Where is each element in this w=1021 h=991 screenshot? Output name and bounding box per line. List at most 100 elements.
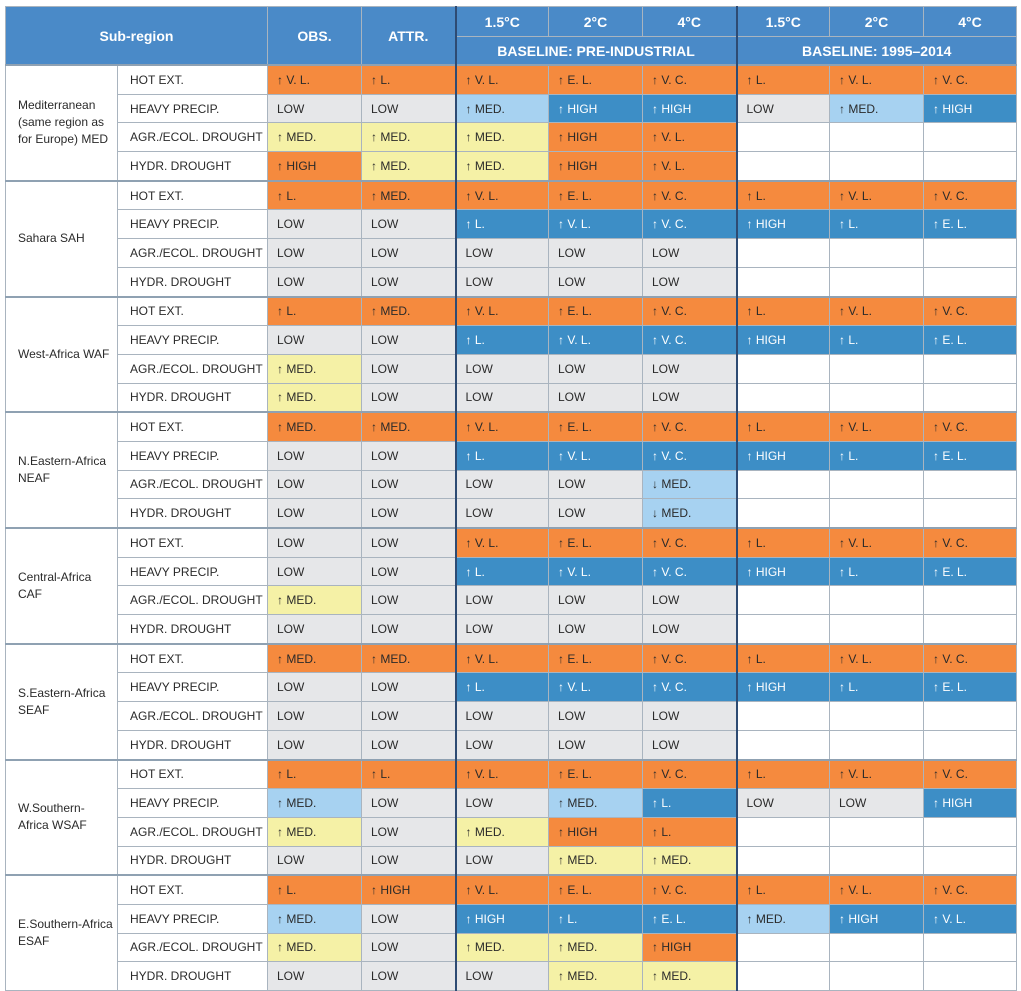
assessment-cell: LOW — [454, 238, 549, 268]
table-row: HEAVY PRECIP. LOW LOW ↑ L. ↑ V. L. ↑ V. C. ↑ H… — [6, 209, 1017, 240]
assessment-cell: LOW — [267, 266, 362, 298]
assessment-cell: ↑ MED. — [361, 295, 456, 327]
assessment-cell: ↑ V. L. — [548, 325, 643, 355]
assessment-cell: ↑ MED. — [267, 788, 362, 818]
assessment-cell: LOW — [454, 845, 549, 876]
assessment-cell — [829, 932, 924, 963]
extreme-type: HEAVY PRECIP. — [117, 672, 268, 703]
assessment-cell: ↑ V. L. — [829, 179, 924, 211]
assessment-cell — [829, 382, 924, 413]
assessment-cell: ↑ V. C. — [642, 874, 737, 905]
assessment-cell: LOW — [267, 526, 362, 558]
assessment-cell: ↑ MED. — [735, 903, 830, 934]
assessment-cell: LOW — [361, 440, 456, 471]
assessment-cell: ↑ HIGH — [361, 874, 456, 905]
table-row: HYDR. DROUGHT LOW LOW LOW ↑ MED. ↑ MED. — [6, 845, 1017, 876]
assessment-cell: ↑ MED. — [361, 179, 456, 211]
assessment-cell: LOW — [454, 353, 549, 384]
assessment-cell: ↑ E. L. — [548, 411, 643, 442]
assessment-cell: ↑ E. L. — [548, 63, 643, 95]
table-row: HYDR. DROUGHT LOW LOW LOW ↑ MED. ↑ MED. — [6, 961, 1017, 991]
assessment-cell — [829, 151, 924, 182]
assessment-cell: ↑ MED. — [454, 122, 549, 153]
table-row: HEAVY PRECIP. LOW LOW ↑ L. ↑ V. L. ↑ V. C. ↑ H… — [6, 325, 1017, 355]
assessment-cell: LOW — [267, 701, 362, 731]
assessment-cell: ↑ HIGH — [454, 903, 549, 934]
assessment-cell: ↑ HIGH — [267, 151, 362, 182]
assessment-cell: LOW — [267, 93, 362, 124]
assessment-cell: ↑ L. — [735, 295, 830, 327]
assessment-cell: ↑ L. — [829, 440, 924, 471]
extreme-type: HOT EXT. — [117, 642, 268, 674]
table-row: HYDR. DROUGHT LOW LOW LOW LOW LOW — [6, 614, 1017, 645]
assessment-cell: ↑ L. — [361, 758, 456, 790]
assessment-cell: ↑ L. — [735, 526, 830, 558]
assessment-cell — [923, 585, 1017, 616]
assessment-cell: ↑ HIGH — [548, 816, 643, 847]
assessment-cell: ↑ L. — [454, 325, 549, 355]
obs-header: OBS. — [267, 6, 362, 66]
assessment-cell: ↑ V. L. — [454, 63, 549, 95]
assessment-cell: ↑ L. — [454, 672, 549, 703]
assessment-cell — [923, 151, 1017, 182]
table-row: HEAVY PRECIP. LOW LOW ↑ L. ↑ V. L. ↑ V. C. ↑ H… — [6, 440, 1017, 471]
assessment-cell: LOW — [548, 498, 643, 529]
assessment-cell: ↑ HIGH — [642, 93, 737, 124]
assessment-cell: ↓ MED. — [642, 498, 737, 529]
assessment-cell: ↑ MED. — [548, 961, 643, 991]
assessment-cell: ↑ MED. — [267, 932, 362, 963]
assessment-cell: ↑ E. L. — [548, 295, 643, 327]
table-row: HEAVY PRECIP. LOW LOW ↑ MED. ↑ HIGH ↑ HIGH LOW… — [6, 93, 1017, 124]
assessment-cell: LOW — [361, 932, 456, 963]
assessment-cell: ↑ V. C. — [642, 758, 737, 790]
extreme-type: HOT EXT. — [117, 295, 268, 327]
assessment-cell: LOW — [642, 614, 737, 645]
assessment-cell: LOW — [454, 585, 549, 616]
assessment-cell: ↑ L. — [735, 411, 830, 442]
extreme-type: AGR./ECOL. DROUGHT — [117, 816, 268, 847]
assessment-cell: LOW — [361, 585, 456, 616]
assessment-cell: ↑ MED. — [267, 353, 362, 384]
table-row: S.Eastern-Africa SEAF HOT EXT. ↑ MED. ↑ MED… — [5, 642, 1017, 760]
assessment-cell — [829, 729, 924, 761]
table-row: HYDR. DROUGHT ↑ MED. LOW LOW LOW LOW — [6, 382, 1017, 413]
extreme-type: HEAVY PRECIP. — [117, 325, 268, 355]
subregion-header: Sub-region — [5, 6, 268, 66]
warming-header: 1.5°C — [735, 6, 830, 37]
assessment-cell: LOW — [361, 382, 456, 413]
assessment-cell: ↑ L. — [454, 209, 549, 240]
table-row: HYDR. DROUGHT LOW LOW LOW LOW LOW — [6, 729, 1017, 761]
assessment-cell: ↑ HIGH — [923, 788, 1017, 818]
assessment-cell: LOW — [548, 701, 643, 731]
assessment-cell: ↑ MED. — [454, 93, 549, 124]
assessment-cell: LOW — [361, 672, 456, 703]
assessment-cell: ↑ MED. — [267, 122, 362, 153]
assessment-cell: ↓ MED. — [642, 469, 737, 500]
assessment-cell: ↑ HIGH — [735, 556, 830, 587]
assessment-cell: LOW — [267, 556, 362, 587]
assessment-cell: ↑ V. C. — [642, 179, 737, 211]
assessment-cell — [923, 353, 1017, 384]
assessment-cell: ↑ V. C. — [923, 179, 1017, 211]
assessment-cell: ↑ V. L. — [829, 411, 924, 442]
assessment-cell: ↑ V. C. — [642, 295, 737, 327]
assessment-cell: ↑ E. L. — [923, 556, 1017, 587]
assessment-cell: ↑ V. C. — [642, 556, 737, 587]
assessment-cell — [735, 845, 830, 876]
assessment-cell: ↑ MED. — [361, 151, 456, 182]
assessment-cell: ↑ L. — [735, 874, 830, 905]
assessment-cell: ↑ L. — [642, 788, 737, 818]
region-name: Sahara SAH — [5, 179, 118, 297]
table-row: HYDR. DROUGHT LOW LOW LOW LOW ↓ MED. — [6, 498, 1017, 529]
assessment-cell: LOW — [548, 266, 643, 298]
assessment-cell: ↑ V. L. — [454, 179, 549, 211]
assessment-cell: LOW — [454, 729, 549, 761]
assessment-cell: ↑ V. L. — [829, 295, 924, 327]
assessment-cell — [923, 961, 1017, 991]
assessment-cell: ↑ V. L. — [454, 758, 549, 790]
baseline-recent-header: BASELINE: 1995–2014 — [735, 36, 1017, 66]
assessment-cell: ↑ V. C. — [642, 411, 737, 442]
extreme-type: HEAVY PRECIP. — [117, 556, 268, 587]
assessment-cell — [829, 614, 924, 645]
assessment-cell: LOW — [267, 209, 362, 240]
